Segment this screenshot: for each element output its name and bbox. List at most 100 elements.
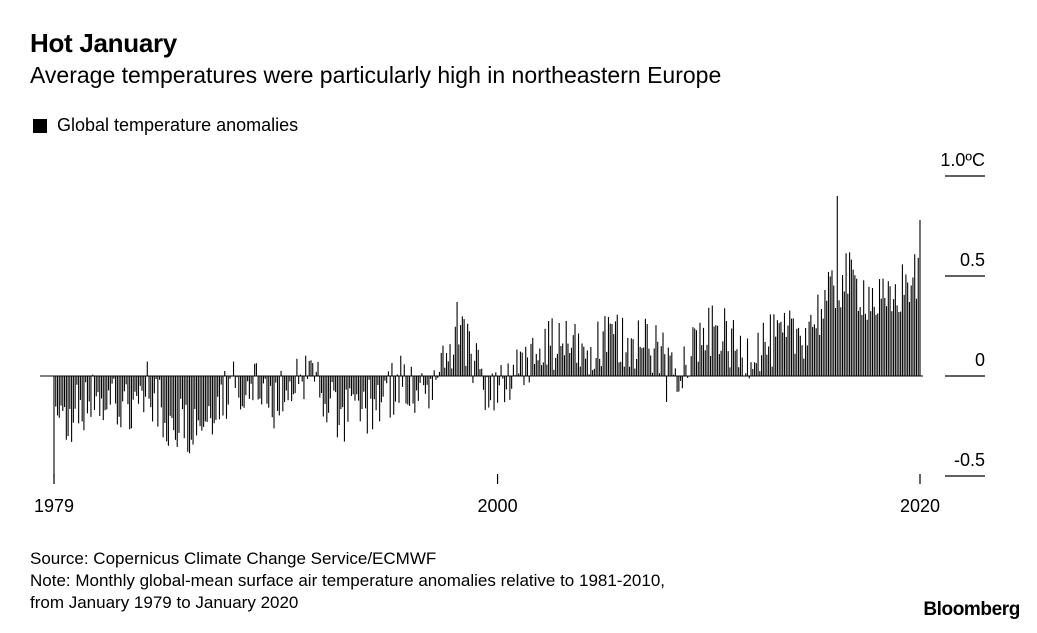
bar-month [762,322,764,376]
bar-month [539,348,541,376]
bar-month [92,374,94,376]
bar-month [782,332,784,376]
bar-month [880,298,882,376]
bar-month [264,376,266,379]
bar-month [199,376,201,427]
bar-month [708,307,710,376]
bar-month [678,376,680,392]
bar-month [250,376,252,384]
bar-month [706,344,708,376]
bar-month [824,289,826,376]
bar-month [72,376,74,423]
bar-month [803,358,805,376]
bar-month [194,376,196,409]
bar-month [412,376,414,404]
bar-month [127,376,129,405]
bar-month [224,371,226,376]
bar-month [614,321,617,376]
bar-month [76,376,78,385]
bar-month [509,376,511,400]
bar-month [451,368,453,376]
bar-month [752,368,754,376]
bar-month [745,373,747,376]
bar-month [97,376,99,393]
bar-month [544,328,546,376]
bar-month [873,306,875,376]
bar-month [477,349,479,376]
bar-month [236,376,238,378]
bar-month [792,318,794,376]
bar-month [387,371,389,376]
bar-month [366,376,368,434]
bar-month [704,350,706,376]
bar-month [694,328,696,376]
bar-month [588,374,590,376]
bar-month [227,376,229,405]
bar-month [255,363,257,376]
bar-month [294,376,296,394]
bar-month [203,376,205,427]
bar-month [81,376,83,422]
bar-month [780,321,782,376]
bar-month [146,361,148,376]
bar-month [445,352,448,376]
bar-month [240,376,242,410]
bar-month [574,323,576,376]
bar-month [424,376,426,394]
bar-month [754,362,756,376]
bar-month [102,376,104,421]
bar-month [702,327,705,376]
bar-month [129,376,131,430]
bar-month [919,220,921,376]
bar-month [95,376,97,397]
bar-month [137,376,140,404]
bar-month [861,314,863,376]
bar-month [812,326,814,376]
bar-month [313,376,316,382]
bar-month [516,349,518,376]
bar-month [526,357,529,376]
bar-month [667,347,669,376]
bar-month [213,376,215,424]
bar-month [65,376,67,440]
bar-month [342,376,344,408]
bar-month [53,376,55,476]
bar-month [435,376,437,380]
bar-month [162,376,164,438]
bar-month [60,376,62,406]
bar-month [724,308,726,376]
bar-month [386,376,388,384]
bar-month [553,369,555,376]
bar-month [609,323,611,376]
bar-month [750,362,752,376]
bar-month [220,376,222,385]
bar-month [650,355,652,376]
bar-month [790,318,793,376]
bar-month [113,376,115,379]
bar-month [354,376,356,401]
bar-month [486,376,488,378]
bar-month [257,376,259,400]
bar-month [238,376,240,398]
x-axis: 1979 2000 2020 [34,474,940,516]
bar-month [491,373,493,376]
bar-month [122,376,124,402]
bar-month [389,376,391,418]
bar-month [185,376,187,405]
bar-month [910,285,912,376]
bar-month [634,368,636,376]
bar-month [319,376,321,398]
bar-month [577,333,580,376]
bar-month [192,376,194,445]
bar-month [71,376,73,442]
bar-month [889,286,891,376]
bar-month [440,352,442,376]
bar-month [643,347,645,376]
bar-month [662,332,664,376]
bar-month [164,376,166,423]
bar-month [736,349,738,376]
bar-month [710,355,712,376]
bar-month [718,354,720,376]
bar-month [845,253,847,376]
bar-month [493,376,495,411]
